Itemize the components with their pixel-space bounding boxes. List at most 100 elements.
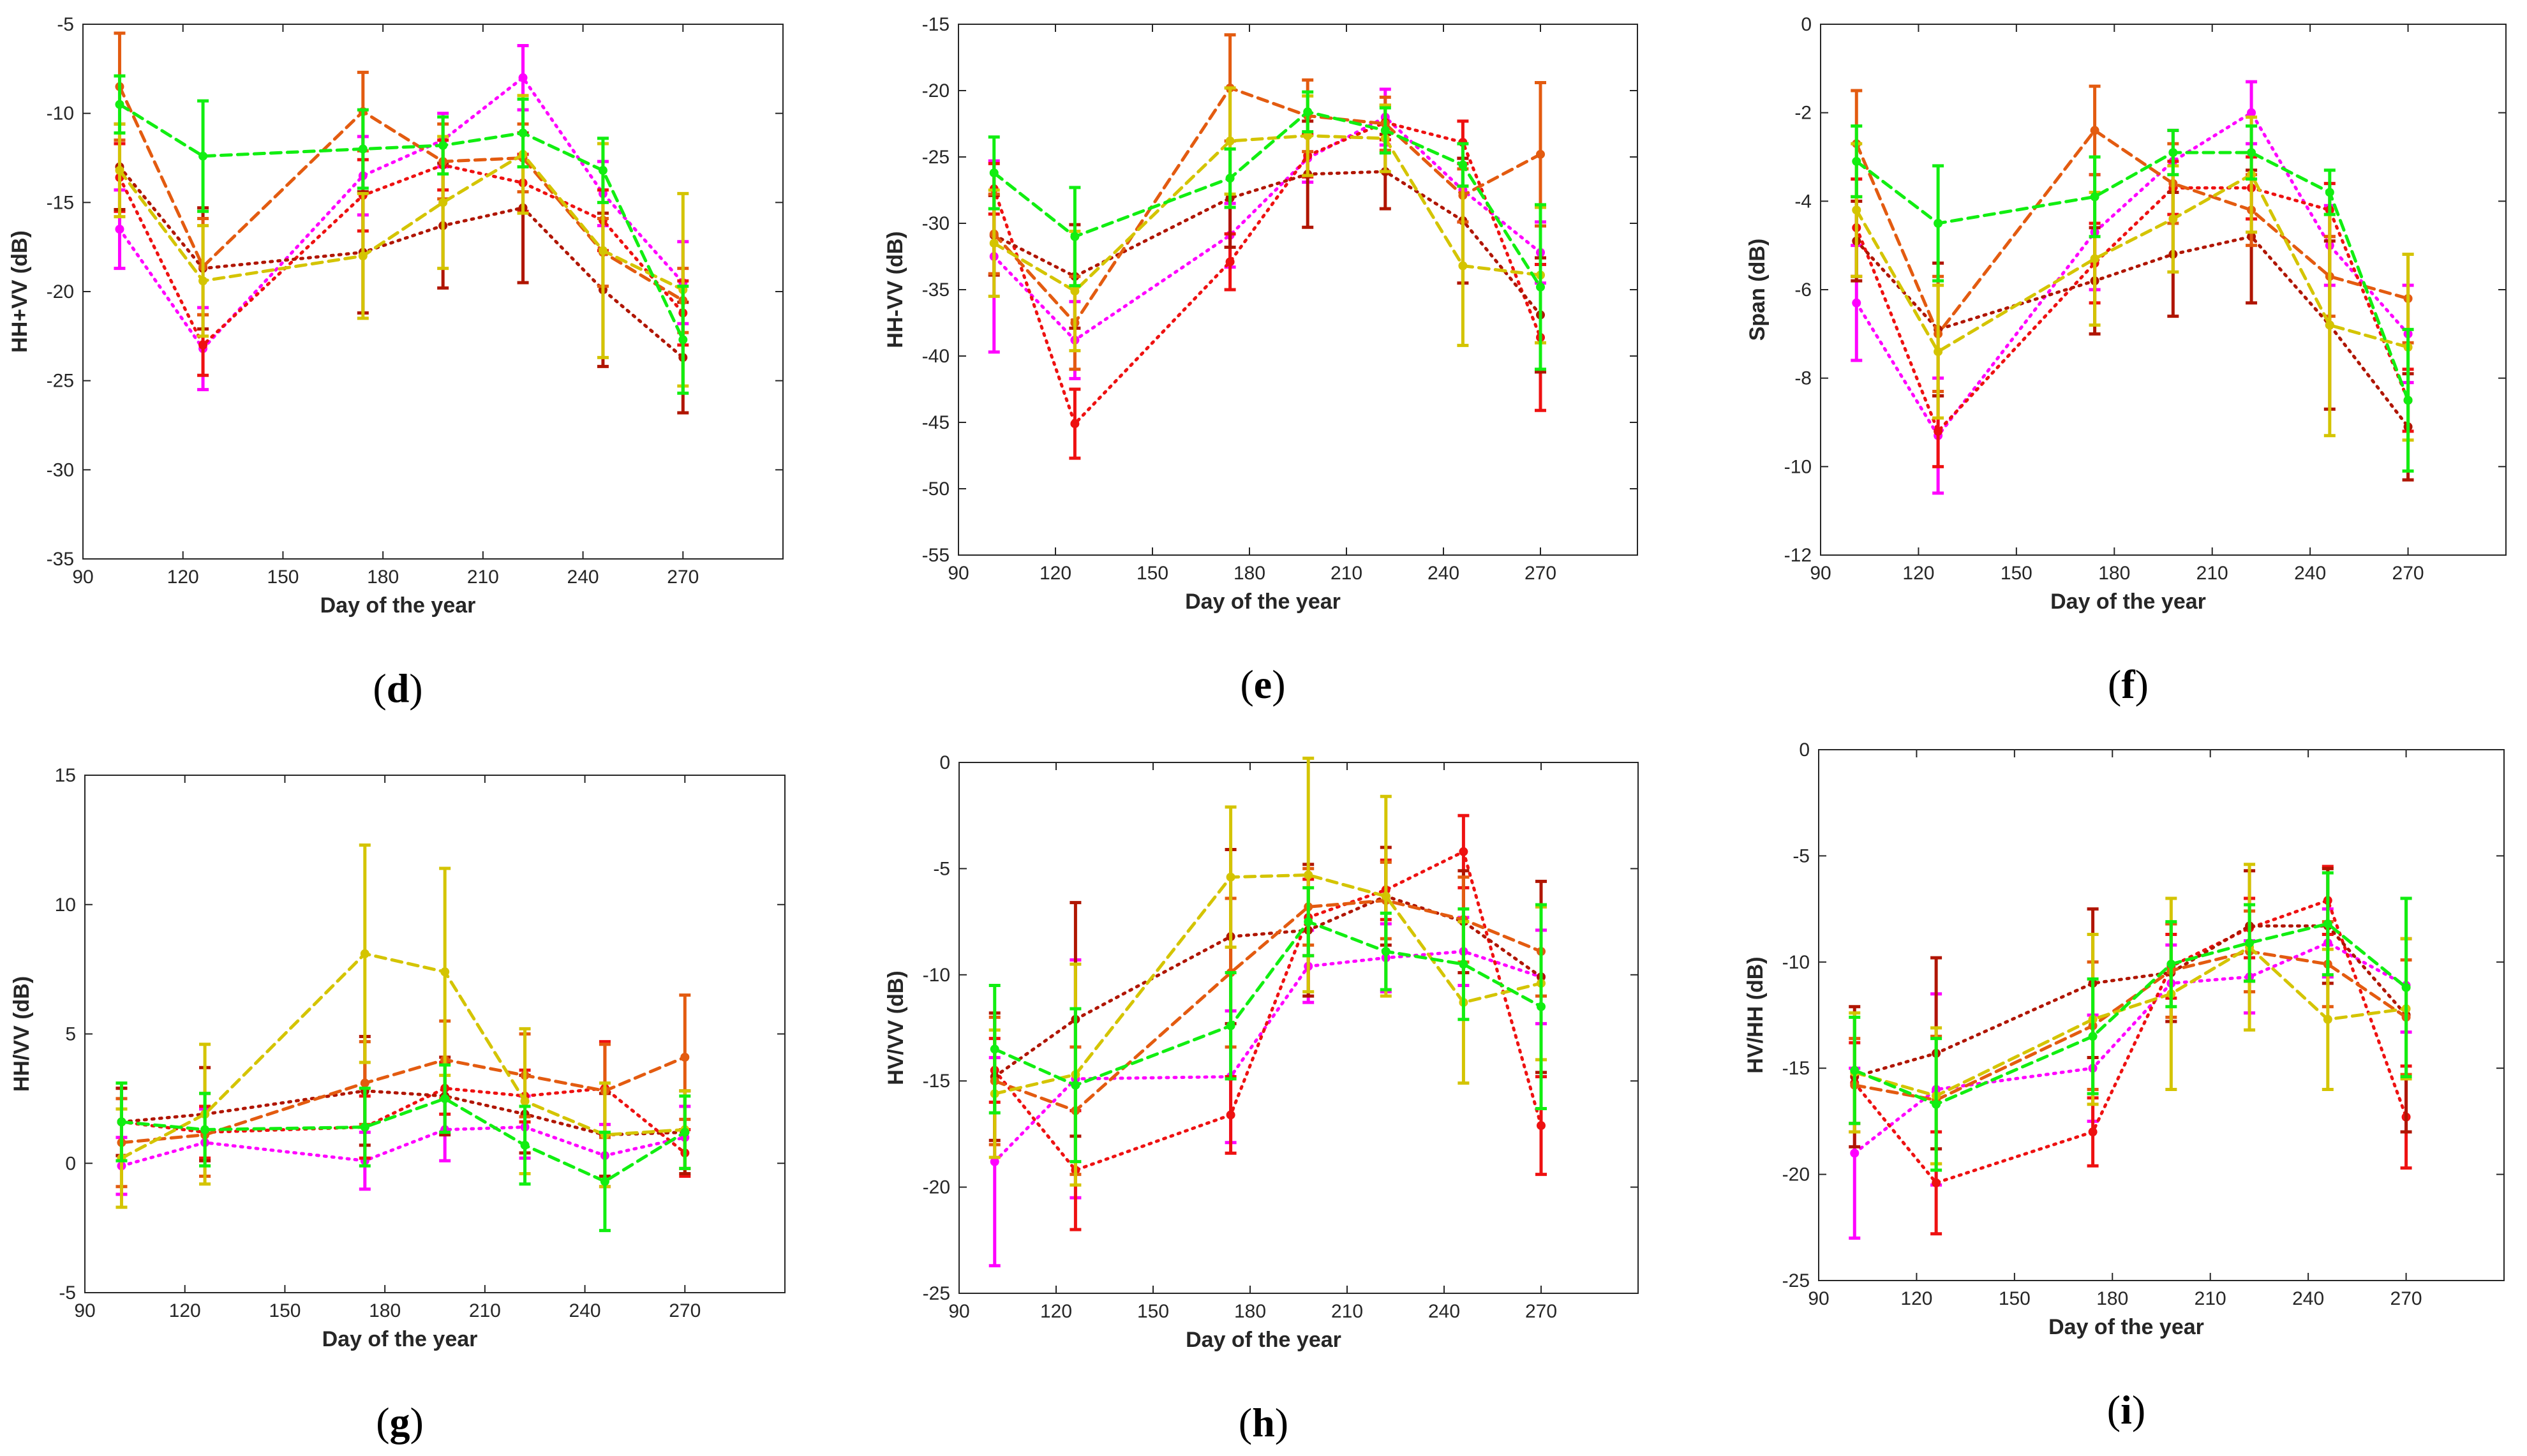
data-point — [1226, 1110, 1235, 1120]
data-point — [1850, 1148, 1860, 1158]
series-6 — [116, 1063, 691, 1233]
data-point — [1537, 1002, 1546, 1011]
y-tick-label: 0 — [65, 1153, 76, 1174]
data-point — [1304, 870, 1313, 880]
y-tick-label: -20 — [47, 281, 74, 302]
data-point — [520, 1096, 530, 1106]
data-point — [2168, 148, 2178, 158]
y-tick-label: -20 — [923, 1177, 950, 1198]
x-tick-label: 240 — [2294, 563, 2326, 584]
x-tick-label: 270 — [1524, 563, 1556, 584]
panel-e: 90 120 150 180 210 240 270 -55 -50 -45 -40 -35 -30 -2… — [883, 14, 1638, 614]
data-point — [680, 1052, 690, 1062]
panel-label-h: (h) — [1239, 1400, 1288, 1445]
y-tick-label: -25 — [1782, 1270, 1810, 1291]
data-point — [2088, 1127, 2098, 1137]
data-point — [1850, 1066, 1860, 1075]
y-tick-label: 10 — [55, 895, 76, 916]
data-point — [989, 168, 999, 177]
data-point — [2403, 396, 2413, 405]
data-point — [1537, 1121, 1546, 1131]
data-point — [1303, 131, 1313, 140]
y-tick-label: -15 — [923, 1071, 950, 1092]
y-tick-label: -25 — [922, 147, 950, 168]
data-point — [598, 166, 608, 175]
panel-label-open: ( — [1240, 662, 1253, 707]
panel-label-open: ( — [373, 665, 386, 711]
data-point — [1071, 1080, 1080, 1090]
data-point — [198, 151, 208, 161]
y-tick-label: -5 — [933, 858, 950, 879]
data-point — [2325, 320, 2334, 330]
x-tick-label: 210 — [469, 1300, 501, 1321]
y-tick-label: 0 — [1801, 14, 1812, 35]
series-6 — [1851, 124, 2414, 473]
x-tick-label: 270 — [1525, 1301, 1557, 1322]
y-tick-label: 15 — [55, 765, 76, 786]
y-tick-label: -30 — [47, 459, 74, 480]
data-point — [358, 251, 368, 261]
data-point — [1852, 298, 1861, 308]
series-6 — [1849, 871, 2412, 1172]
data-point — [518, 73, 528, 82]
data-point — [2323, 1014, 2332, 1024]
panel-label-g: (g) — [376, 1399, 424, 1445]
y-tick-label: -40 — [922, 346, 950, 367]
x-tick-label: 180 — [369, 1300, 401, 1321]
x-tick-label: 180 — [367, 567, 399, 588]
data-point — [2323, 919, 2332, 928]
panel-i: 90 120 150 180 210 240 270 -25 -20 -15 -10 -5 0 Day o… — [1743, 739, 2505, 1339]
data-point — [2247, 108, 2256, 117]
data-point — [1380, 126, 1390, 135]
data-point — [1225, 137, 1235, 146]
data-point — [1070, 232, 1080, 241]
data-point — [1852, 205, 1861, 215]
x-tick-label: 90 — [948, 1301, 969, 1322]
panel-label-close: ) — [1275, 1400, 1288, 1445]
panel-h: 90 120 150 180 210 240 270 -25 -20 -15 -10 -5 0 Day o… — [884, 752, 1639, 1352]
data-point — [360, 1078, 369, 1088]
data-point — [1536, 282, 1545, 292]
panel-label-e: (e) — [1240, 662, 1285, 707]
data-point — [440, 967, 450, 977]
data-point — [1225, 174, 1235, 183]
y-tick-label: -55 — [922, 545, 950, 566]
y-tick-label: -5 — [59, 1282, 76, 1304]
y-tick-label: 0 — [1799, 739, 1810, 761]
data-point — [115, 100, 124, 109]
panel-d: 90 120 150 180 210 240 270 -35 -30 -25 -20 -15 -10 -5… — [8, 14, 784, 618]
x-tick-label: 180 — [2096, 1288, 2128, 1309]
y-tick-label: -10 — [923, 965, 950, 986]
data-point — [2090, 192, 2099, 202]
y-axis-title: HH/VV (dB) — [10, 976, 34, 1092]
y-tick-label: -35 — [922, 279, 950, 301]
x-tick-label: 180 — [2098, 563, 2130, 584]
x-tick-label: 90 — [72, 567, 93, 588]
x-tick-label: 270 — [669, 1300, 701, 1321]
panel-label-open: ( — [2108, 662, 2121, 707]
y-tick-label: -6 — [1794, 279, 1812, 301]
x-axis-title: Day of the year — [2050, 590, 2206, 614]
series-6 — [988, 886, 1547, 1164]
y-axis-title: HV/HH (dB) — [1743, 956, 1768, 1073]
y-tick-label: -20 — [922, 80, 950, 101]
panel-label-i: (i) — [2107, 1387, 2145, 1432]
x-tick-label: 210 — [1331, 563, 1362, 584]
x-tick-label: 90 — [74, 1300, 95, 1321]
data-point — [2245, 938, 2255, 947]
x-axis-title: Day of the year — [320, 593, 476, 618]
data-point — [680, 1127, 690, 1137]
x-tick-label: 90 — [1810, 563, 1831, 584]
data-point — [1070, 419, 1080, 429]
y-axis-title: HV/VV (dB) — [884, 970, 908, 1085]
x-tick-label: 120 — [1900, 1288, 1932, 1309]
data-point — [1381, 891, 1390, 901]
data-point — [2401, 983, 2411, 992]
x-axis-title: Day of the year — [2048, 1315, 2204, 1339]
x-tick-label: 120 — [1040, 563, 1071, 584]
data-point — [1458, 160, 1468, 170]
y-axis-title: HH-VV (dB) — [883, 231, 907, 348]
x-tick-label: 270 — [667, 567, 699, 588]
data-point — [1226, 872, 1235, 882]
y-tick-label: -4 — [1794, 191, 1812, 212]
